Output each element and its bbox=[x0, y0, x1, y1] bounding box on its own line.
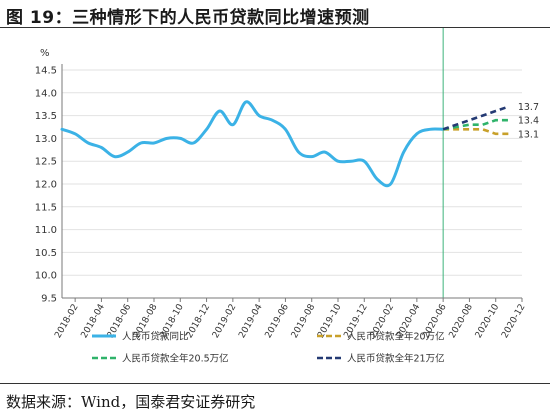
x-tick-label: 2018-12 bbox=[185, 303, 212, 341]
y-tick-label: 14.0 bbox=[35, 88, 57, 99]
label-layer: 13.1 13.4 13.7 bbox=[518, 102, 539, 140]
x-tick-label: 2019-02 bbox=[211, 303, 238, 341]
series-layer bbox=[60, 100, 510, 188]
y-tick-label: 13.5 bbox=[35, 111, 57, 122]
end-label-s20: 13.1 bbox=[518, 129, 539, 140]
x-tick-label: 2019-08 bbox=[290, 302, 318, 340]
y-tick-label: 12.0 bbox=[35, 180, 57, 191]
source-note: 数据来源：Wind，国泰君安证券研究 bbox=[6, 393, 256, 411]
source-bar: 数据来源：Wind，国泰君安证券研究 bbox=[0, 383, 550, 420]
y-tick-label: 14.5 bbox=[35, 66, 57, 77]
series-line-s21 bbox=[442, 105, 510, 131]
legend-label-s20: 人民币贷款全年20万亿 bbox=[347, 331, 445, 343]
x-tick-label: 2018-02 bbox=[53, 303, 80, 341]
y-axis-unit-label: % bbox=[40, 48, 50, 59]
x-tick-label: 2020-08 bbox=[448, 302, 476, 340]
chart-area: 9.5 10.0 10.5 11.0 11.5 12.0 12.5 13.0 13.5 14.0 1… bbox=[0, 24, 550, 384]
x-tick-label: 2020-12 bbox=[500, 303, 527, 341]
y-tick-label: 13.0 bbox=[35, 134, 57, 145]
y-tick-label: 9.5 bbox=[41, 294, 57, 305]
legend-label-actual: 人民币贷款同比 bbox=[122, 331, 189, 343]
y-tick-label: 11.0 bbox=[35, 225, 57, 236]
end-label-s21: 13.7 bbox=[518, 102, 539, 113]
legend-label-s205: 人民币贷款全年20.5万亿 bbox=[122, 353, 229, 365]
x-tick-label: 2018-04 bbox=[80, 302, 108, 340]
x-tick-label: 2019-10 bbox=[316, 302, 344, 340]
series-line-s20 bbox=[443, 128, 509, 136]
series-line-s205 bbox=[442, 118, 509, 131]
y-tick-label: 12.5 bbox=[35, 157, 57, 168]
x-tick-label: 2019-06 bbox=[264, 302, 292, 340]
x-tick-label: 2019-04 bbox=[237, 302, 265, 340]
figure-title: 图 19：三种情形下的人民币贷款同比增速预测 bbox=[6, 8, 370, 28]
y-tick-label: 11.5 bbox=[35, 202, 57, 213]
end-label-s205: 13.4 bbox=[518, 116, 539, 127]
grid-layer bbox=[62, 24, 522, 298]
loan-growth-chart: 9.5 10.0 10.5 11.0 11.5 12.0 12.5 13.0 13.5 14.0 1… bbox=[35, 24, 539, 365]
y-tick-label: 10.5 bbox=[35, 248, 57, 259]
y-tick-label: 10.0 bbox=[35, 271, 57, 282]
series-line-actual bbox=[60, 100, 445, 188]
axis-layer: 9.5 10.0 10.5 11.0 11.5 12.0 12.5 13.0 13.5 14.0 1… bbox=[35, 48, 528, 340]
legend-label-s21: 人民币贷款全年21万亿 bbox=[347, 353, 445, 365]
figure-title-bar: 图 19：三种情形下的人民币贷款同比增速预测 bbox=[0, 0, 550, 28]
x-tick-label: 2020-10 bbox=[474, 302, 502, 340]
